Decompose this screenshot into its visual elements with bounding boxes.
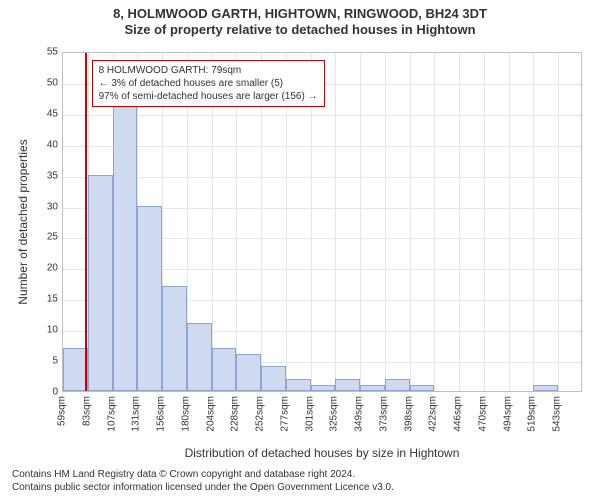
x-tick-label: 543sqm bbox=[552, 396, 563, 446]
title-line-2: Size of property relative to detached ho… bbox=[0, 22, 600, 38]
y-tick-label: 35 bbox=[34, 170, 58, 181]
gridline-h bbox=[63, 146, 581, 147]
gridline-v bbox=[558, 53, 559, 391]
gridline-v bbox=[459, 53, 460, 391]
histogram-bar bbox=[533, 385, 558, 391]
gridline-h bbox=[63, 177, 581, 178]
histogram-bar bbox=[311, 385, 336, 391]
histogram-bar bbox=[286, 379, 311, 391]
y-tick-label: 0 bbox=[34, 387, 58, 398]
histogram-bar bbox=[360, 385, 385, 391]
gridline-v bbox=[335, 53, 336, 391]
annotation-line: ← 3% of detached houses are smaller (5) bbox=[99, 77, 318, 90]
x-tick-label: 301sqm bbox=[304, 396, 315, 446]
y-tick-label: 25 bbox=[34, 232, 58, 243]
histogram-bar bbox=[187, 323, 212, 391]
x-tick-label: 422sqm bbox=[428, 396, 439, 446]
x-tick-label: 228sqm bbox=[230, 396, 241, 446]
title-line-1: 8, HOLMWOOD GARTH, HIGHTOWN, RINGWOOD, B… bbox=[0, 6, 600, 22]
histogram-bar bbox=[88, 175, 113, 391]
credits: Contains HM Land Registry data © Crown c… bbox=[12, 469, 394, 494]
y-tick-label: 10 bbox=[34, 325, 58, 336]
gridline-v bbox=[434, 53, 435, 391]
annotation-line: 97% of semi-detached houses are larger (… bbox=[99, 90, 318, 103]
y-tick-label: 40 bbox=[34, 139, 58, 150]
titles: 8, HOLMWOOD GARTH, HIGHTOWN, RINGWOOD, B… bbox=[0, 0, 600, 39]
x-tick-label: 252sqm bbox=[255, 396, 266, 446]
gridline-v bbox=[360, 53, 361, 391]
annotation-line: 8 HOLMWOOD GARTH: 79sqm bbox=[99, 64, 318, 77]
histogram-bar bbox=[113, 94, 138, 391]
x-tick-label: 180sqm bbox=[180, 396, 191, 446]
plot-area: 8 HOLMWOOD GARTH: 79sqm← 3% of detached … bbox=[62, 52, 582, 392]
x-tick-label: 131sqm bbox=[131, 396, 142, 446]
histogram-bar bbox=[162, 286, 187, 391]
x-tick-label: 470sqm bbox=[477, 396, 488, 446]
gridline-v bbox=[509, 53, 510, 391]
gridline-v bbox=[484, 53, 485, 391]
y-tick-label: 15 bbox=[34, 294, 58, 305]
x-tick-label: 398sqm bbox=[403, 396, 414, 446]
histogram-bar bbox=[236, 354, 261, 391]
y-tick-label: 30 bbox=[34, 201, 58, 212]
y-tick-label: 45 bbox=[34, 108, 58, 119]
x-tick-label: 59sqm bbox=[57, 396, 68, 446]
y-tick-label: 50 bbox=[34, 77, 58, 88]
histogram-bar bbox=[212, 348, 237, 391]
x-tick-label: 277sqm bbox=[279, 396, 290, 446]
annotation-box: 8 HOLMWOOD GARTH: 79sqm← 3% of detached … bbox=[92, 60, 325, 107]
x-axis-title: Distribution of detached houses by size … bbox=[62, 446, 582, 460]
histogram-bar bbox=[261, 366, 286, 391]
marker-line bbox=[85, 53, 87, 391]
gridline-v bbox=[385, 53, 386, 391]
gridline-v bbox=[533, 53, 534, 391]
histogram-bar bbox=[410, 385, 435, 391]
y-tick-label: 55 bbox=[34, 47, 58, 58]
credit-line-2: Contains public sector information licen… bbox=[12, 482, 394, 495]
chart-container: 8, HOLMWOOD GARTH, HIGHTOWN, RINGWOOD, B… bbox=[0, 0, 600, 500]
x-tick-label: 107sqm bbox=[106, 396, 117, 446]
y-tick-label: 20 bbox=[34, 263, 58, 274]
y-axis-title: Number of detached properties bbox=[16, 52, 30, 392]
x-tick-label: 156sqm bbox=[156, 396, 167, 446]
histogram-bar bbox=[335, 379, 360, 391]
credit-line-1: Contains HM Land Registry data © Crown c… bbox=[12, 469, 394, 482]
x-tick-label: 349sqm bbox=[354, 396, 365, 446]
gridline-h bbox=[63, 115, 581, 116]
x-tick-label: 494sqm bbox=[502, 396, 513, 446]
x-tick-label: 83sqm bbox=[81, 396, 92, 446]
histogram-bar bbox=[385, 379, 410, 391]
x-tick-label: 519sqm bbox=[527, 396, 538, 446]
x-tick-label: 325sqm bbox=[329, 396, 340, 446]
x-tick-label: 373sqm bbox=[378, 396, 389, 446]
x-tick-label: 204sqm bbox=[205, 396, 216, 446]
y-tick-label: 5 bbox=[34, 356, 58, 367]
gridline-v bbox=[410, 53, 411, 391]
histogram-bar bbox=[137, 206, 162, 391]
x-tick-label: 446sqm bbox=[453, 396, 464, 446]
